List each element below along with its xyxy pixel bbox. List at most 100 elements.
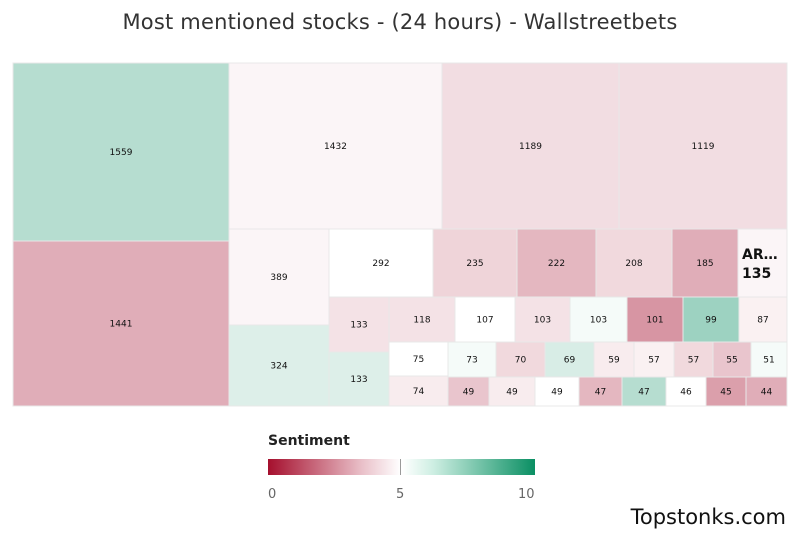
treemap-tile[interactable]: 103 — [569, 296, 628, 343]
treemap-tile[interactable]: 118 — [388, 296, 456, 343]
treemap-tile-rect — [495, 341, 546, 378]
treemap-tile-value: 1432 — [324, 142, 347, 152]
treemap-tile[interactable]: 235 — [432, 228, 518, 298]
treemap-tile[interactable]: 49 — [534, 376, 580, 407]
treemap-tile-value: 75 — [413, 355, 424, 365]
treemap-tile[interactable]: 185 — [671, 228, 739, 298]
treemap-tile[interactable]: 70 — [495, 341, 546, 378]
treemap-tile[interactable]: 324 — [228, 324, 330, 407]
treemap-tile-value: 44 — [761, 388, 773, 398]
legend-midpoint-marker — [400, 459, 401, 475]
treemap-tile[interactable]: 292 — [328, 228, 434, 298]
treemap-tile[interactable]: 208 — [595, 228, 673, 298]
treemap-tile-rect — [228, 324, 330, 407]
treemap-tile[interactable]: 74 — [388, 375, 449, 407]
treemap-tile-rect — [516, 228, 597, 298]
treemap-tile[interactable]: 44 — [745, 376, 788, 407]
treemap-tile-value: 133 — [350, 375, 367, 385]
treemap-tile-rect — [454, 296, 516, 343]
treemap-tile-value: 99 — [705, 316, 717, 326]
treemap-tile-rect — [328, 228, 434, 298]
treemap-tile-rect — [388, 341, 449, 377]
legend-tick-mid: 5 — [396, 487, 405, 502]
treemap-tile-rect — [738, 296, 788, 343]
treemap-tile-value: 73 — [466, 356, 477, 366]
treemap-tile-rect — [12, 240, 230, 407]
treemap-tile[interactable]: 99 — [682, 296, 740, 343]
treemap-tile-rect — [745, 376, 788, 407]
treemap-tile[interactable]: 45 — [705, 376, 747, 407]
treemap-tile-rect — [578, 376, 623, 407]
treemap-tile-rect — [447, 341, 497, 378]
treemap-tile-value: 49 — [463, 388, 475, 398]
treemap-tile-value: 57 — [648, 356, 659, 366]
treemap-tile-rect — [228, 62, 443, 230]
treemap-tile-value: 133 — [350, 321, 367, 331]
treemap-tile-value: 1559 — [110, 148, 133, 158]
treemap-tile-value: 51 — [763, 356, 774, 366]
treemap-tile[interactable]: 103 — [514, 296, 571, 343]
treemap-tile[interactable]: 69 — [544, 341, 595, 378]
treemap-tile-value: 69 — [564, 356, 576, 366]
treemap-tile[interactable]: 389 — [228, 228, 330, 326]
treemap-tile-rect — [665, 376, 707, 407]
treemap-tile-rect — [12, 62, 230, 242]
chart-title: Most mentioned stocks - (24 hours) - Wal… — [122, 10, 678, 34]
treemap-tile-value: 47 — [638, 388, 649, 398]
treemap-tile-rect — [328, 296, 390, 353]
treemap-tile-value: 70 — [515, 356, 527, 366]
treemap-tile-value: 101 — [646, 316, 663, 326]
legend-tick-min: 0 — [268, 487, 277, 502]
treemap-tile[interactable]: 101 — [626, 296, 684, 343]
treemap-tile[interactable]: 59 — [593, 341, 635, 378]
treemap-tile-label: AR… — [742, 247, 778, 263]
treemap-tile-value: 185 — [696, 259, 713, 269]
treemap-tile-value: 103 — [534, 316, 551, 326]
treemap-tile-rect — [712, 341, 752, 378]
treemap-tile[interactable]: 47 — [578, 376, 623, 407]
treemap-tile-rect — [514, 296, 571, 343]
treemap-tile[interactable]: 1432 — [228, 62, 443, 230]
treemap-tile-value: 1189 — [519, 142, 542, 152]
treemap-tile-value: 49 — [506, 388, 518, 398]
treemap-tile[interactable]: 46 — [665, 376, 707, 407]
treemap-tile[interactable]: 49 — [447, 376, 490, 407]
treemap-tile-value: 1119 — [692, 142, 715, 152]
treemap-tile[interactable]: AR… 135 — [737, 228, 788, 298]
treemap-tile[interactable]: 57 — [633, 341, 675, 378]
treemap-tile-value: 49 — [551, 388, 563, 398]
treemap-tile[interactable]: 1189 — [441, 62, 620, 230]
treemap-tile[interactable]: 49 — [488, 376, 536, 407]
treemap-tile-rect — [673, 341, 714, 378]
treemap-tile[interactable]: 87 — [738, 296, 788, 343]
treemap-tile[interactable]: 222 — [516, 228, 597, 298]
treemap-tile-rect — [569, 296, 628, 343]
treemap-tile[interactable]: 55 — [712, 341, 752, 378]
treemap-tile-rect — [488, 376, 536, 407]
treemap-tile-value: 87 — [757, 316, 768, 326]
treemap-tile[interactable]: 47 — [621, 376, 667, 407]
treemap-tile-value: 46 — [680, 388, 692, 398]
treemap-tile[interactable]: 133 — [328, 296, 390, 353]
treemap-tile-value: 103 — [590, 316, 607, 326]
treemap-tile-rect — [441, 62, 620, 230]
treemap-tile[interactable]: 1119 — [618, 62, 788, 230]
treemap-tile-value: 208 — [625, 259, 642, 269]
treemap-tile[interactable]: 133 — [328, 351, 390, 407]
treemap-tile[interactable]: 107 — [454, 296, 516, 343]
treemap-tile[interactable]: 1441 — [12, 240, 230, 407]
watermark: Topstonks.com — [630, 505, 786, 529]
legend-title: Sentiment — [268, 433, 350, 449]
treemap-tile[interactable]: 73 — [447, 341, 497, 378]
treemap-tile-value: 389 — [270, 273, 287, 283]
treemap-tile-value: 59 — [608, 356, 620, 366]
treemap-tile[interactable]: 1559 — [12, 62, 230, 242]
treemap-tile[interactable]: 57 — [673, 341, 714, 378]
treemap-tile-value: 74 — [413, 387, 425, 397]
treemap-tile-value: 324 — [270, 362, 287, 372]
treemap-tile[interactable]: 51 — [750, 341, 788, 378]
treemap-tile[interactable]: 75 — [388, 341, 449, 377]
treemap-tile-rect — [388, 375, 449, 407]
treemap-tile-rect — [544, 341, 595, 378]
treemap-tile-value: 118 — [413, 316, 430, 326]
